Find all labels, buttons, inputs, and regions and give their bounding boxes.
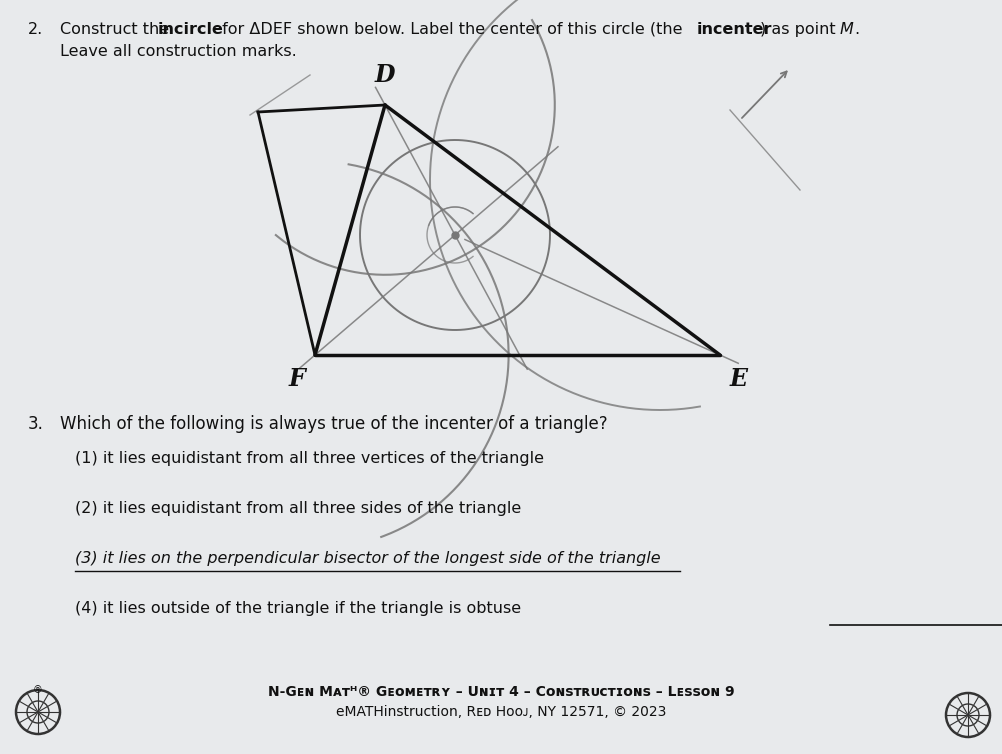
Text: Leave all construction marks.: Leave all construction marks. — [60, 44, 297, 59]
Text: incircle: incircle — [158, 22, 223, 37]
Text: (2) it lies equidistant from all three sides of the triangle: (2) it lies equidistant from all three s… — [75, 501, 521, 516]
Text: 3.: 3. — [28, 415, 44, 433]
Text: incenter: incenter — [696, 22, 772, 37]
Text: .: . — [853, 22, 859, 37]
Text: (1) it lies equidistant from all three vertices of the triangle: (1) it lies equidistant from all three v… — [75, 451, 543, 466]
Text: ) as point: ) as point — [760, 22, 840, 37]
Text: Construct the: Construct the — [60, 22, 174, 37]
Text: F: F — [288, 367, 305, 391]
Text: for ΔDEF shown below. Label the center of this circle (the: for ΔDEF shown below. Label the center o… — [216, 22, 687, 37]
Text: eMATHinstruction, Rᴇᴅ Hᴏᴏᴊ, NY 12571, © 2023: eMATHinstruction, Rᴇᴅ Hᴏᴏᴊ, NY 12571, © … — [336, 705, 665, 719]
Text: E: E — [729, 367, 747, 391]
Text: M: M — [839, 22, 853, 37]
Text: (3) it lies on the perpendicular bisector of the longest side of the triangle: (3) it lies on the perpendicular bisecto… — [75, 551, 660, 566]
Text: ®: ® — [33, 685, 43, 695]
Text: D: D — [375, 63, 395, 87]
Text: Which of the following is always true of the incenter of a triangle?: Which of the following is always true of… — [60, 415, 607, 433]
Text: N-Gᴇɴ Mᴀᴛᴴ® Gᴇᴏᴍᴇᴛʀʏ – Uɴɪᴛ 4 – Cᴏɴsᴛʀᴜᴄᴛɪᴏɴs – Lᴇssᴏɴ 9: N-Gᴇɴ Mᴀᴛᴴ® Gᴇᴏᴍᴇᴛʀʏ – Uɴɪᴛ 4 – Cᴏɴsᴛʀᴜᴄ… — [268, 685, 733, 699]
Text: 2.: 2. — [28, 22, 43, 37]
Text: (4) it lies outside of the triangle if the triangle is obtuse: (4) it lies outside of the triangle if t… — [75, 601, 521, 616]
